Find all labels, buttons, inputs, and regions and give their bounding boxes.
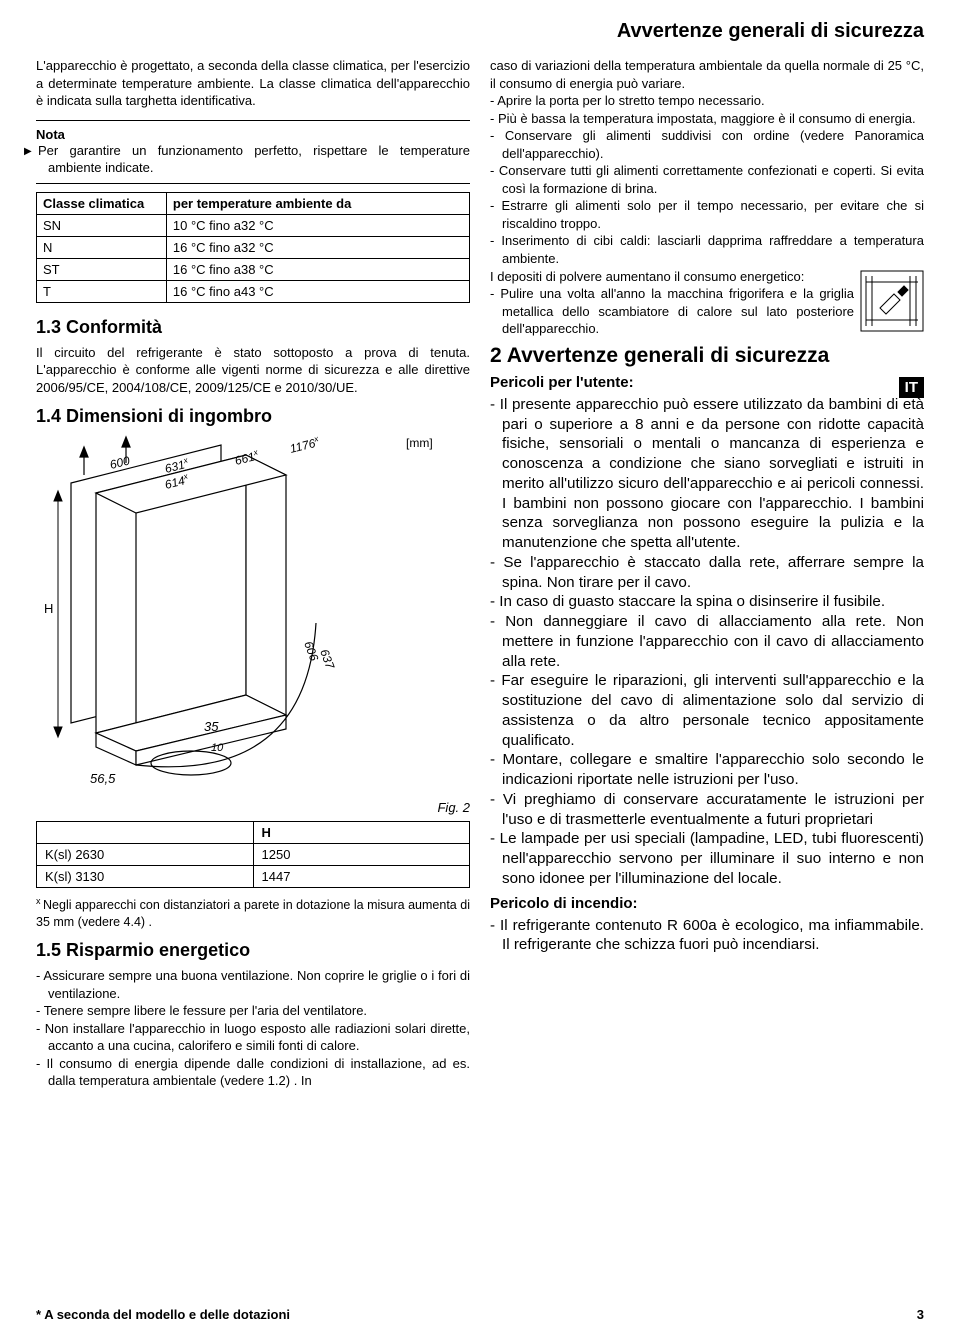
climate-cell: N	[37, 236, 167, 258]
list-item: Il presente apparecchio può essere utili…	[490, 395, 924, 553]
dim-label: 10	[211, 742, 224, 754]
left-column: L'apparecchio è progettato, a seconda de…	[36, 57, 470, 1090]
note-block: Nota Per garantire un funzionamento perf…	[36, 127, 470, 177]
fire-danger-heading: Pericolo di incendio:	[490, 895, 924, 912]
language-badge: IT	[899, 377, 924, 398]
climate-cell: 16 °C fino a38 °C	[166, 258, 469, 280]
unit-label: [mm]	[406, 436, 433, 450]
section-1-4-title: 1.4 Dimensioni di ingombro	[36, 406, 470, 427]
energy-saving-list: Assicurare sempre una buona ventilazione…	[36, 967, 470, 1090]
climate-cell: 16 °C fino a43 °C	[166, 280, 469, 302]
dim-label: 56,5	[90, 771, 116, 786]
climate-header-0: Classe climatica	[37, 192, 167, 214]
list-item: Conservare tutti gli alimenti correttame…	[490, 162, 924, 197]
list-item: Aprire la porta per lo stretto tempo nec…	[490, 92, 924, 110]
list-item: Il consumo di energia dipende dalle cond…	[36, 1055, 470, 1090]
dim-label: 35	[204, 719, 219, 734]
note-label: Nota	[36, 127, 470, 142]
page-footer: * A seconda del modello e delle dotazion…	[36, 1307, 924, 1322]
list-item: Non installare l'apparecchio in luogo es…	[36, 1020, 470, 1055]
climate-cell: ST	[37, 258, 167, 280]
list-item: Montare, collegare e smaltire l'apparecc…	[490, 750, 924, 790]
section-2-title: 2 Avvertenze generali di sicurezza	[490, 344, 924, 368]
height-table: H K(sl) 26301250 K(sl) 31301447	[36, 821, 470, 888]
list-item: Le lampade per usi speciali (lampadine, …	[490, 829, 924, 888]
list-item: Inserimento di cibi caldi: lasciarli dap…	[490, 232, 924, 267]
intro-paragraph: L'apparecchio è progettato, a seconda de…	[36, 57, 470, 110]
list-item: Far eseguire le riparazioni, gli interve…	[490, 671, 924, 750]
energy-tips-list: Aprire la porta per lo stretto tempo nec…	[490, 92, 924, 267]
climate-cell: 10 °C fino a32 °C	[166, 214, 469, 236]
climate-cell: SN	[37, 214, 167, 236]
figure-label: Fig. 2	[36, 800, 470, 815]
ht-cell: 1447	[253, 866, 470, 888]
right-column: caso di variazioni della temperatura amb…	[490, 57, 924, 1090]
user-dangers-list: Il presente apparecchio può essere utili…	[490, 395, 924, 889]
section-1-3-title: 1.3 Conformità	[36, 317, 470, 338]
dim-label: 637	[317, 648, 337, 673]
cleaning-icon	[860, 270, 924, 332]
ht-header-0	[37, 822, 254, 844]
list-item: Più è bassa la temperatura impostata, ma…	[490, 110, 924, 128]
section-1-3-body: Il circuito del refrigerante è stato sot…	[36, 344, 470, 397]
x-footnote: x Negli apparecchi con distanziatori a p…	[36, 896, 470, 930]
fire-danger-list: Il refrigerante contenuto R 600a è ecolo…	[490, 916, 924, 956]
list-item: Vi preghiamo di conservare accuratamente…	[490, 790, 924, 830]
list-item: Non danneggiare il cavo di allacciamento…	[490, 612, 924, 671]
list-item: Pulire una volta all'anno la macchina fr…	[490, 285, 924, 338]
list-item: Estrarre gli alimenti solo per il tempo …	[490, 197, 924, 232]
ht-cell: 1250	[253, 844, 470, 866]
user-dangers-heading: Pericoli per l'utente:	[490, 374, 924, 391]
list-item: Se l'apparecchio è staccato dalla rete, …	[490, 553, 924, 593]
list-item: Tenere sempre libere le fessure per l'ar…	[36, 1002, 470, 1020]
footer-note: * A seconda del modello e delle dotazion…	[36, 1307, 290, 1322]
section-1-5-title: 1.5 Risparmio energetico	[36, 940, 470, 961]
list-item: Conservare gli alimenti suddivisi con or…	[490, 127, 924, 162]
svg-text:1176x: 1176x	[288, 434, 322, 456]
list-item: Assicurare sempre una buona ventilazione…	[36, 967, 470, 1002]
ht-header-1: H	[253, 822, 470, 844]
page-header: Avvertenze generali di sicurezza	[36, 20, 924, 43]
climate-cell: T	[37, 280, 167, 302]
ht-cell: K(sl) 3130	[37, 866, 254, 888]
continuation-text: caso di variazioni della temperatura amb…	[490, 57, 924, 92]
climate-table: Classe climatica per temperature ambient…	[36, 192, 470, 303]
ht-cell: K(sl) 2630	[37, 844, 254, 866]
divider	[36, 183, 470, 184]
dimensions-diagram: [mm]	[36, 433, 470, 796]
note-body: Per garantire un funzionamento perfetto,…	[36, 142, 470, 177]
list-item: Il refrigerante contenuto R 600a è ecolo…	[490, 916, 924, 956]
divider	[36, 120, 470, 121]
climate-header-1: per temperature ambiente da	[166, 192, 469, 214]
dim-label: H	[44, 601, 53, 616]
page-number: 3	[917, 1307, 924, 1322]
climate-cell: 16 °C fino a32 °C	[166, 236, 469, 258]
list-item: In caso di guasto staccare la spina o di…	[490, 592, 924, 612]
deposit-block: I depositi di polvere aumentano il consu…	[490, 268, 924, 338]
